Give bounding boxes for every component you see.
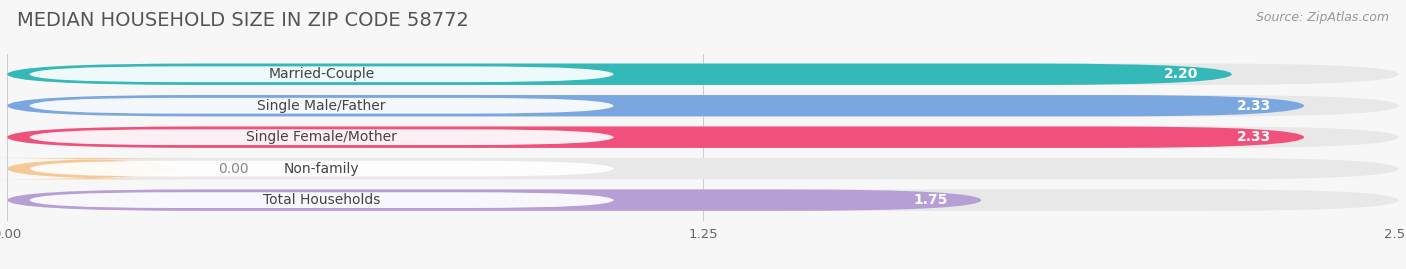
FancyBboxPatch shape <box>7 189 1399 211</box>
Text: Married-Couple: Married-Couple <box>269 67 375 81</box>
FancyBboxPatch shape <box>0 158 202 179</box>
Text: 0.00: 0.00 <box>218 162 249 176</box>
FancyBboxPatch shape <box>30 66 614 82</box>
Text: Single Male/Father: Single Male/Father <box>257 99 385 113</box>
FancyBboxPatch shape <box>30 192 614 208</box>
FancyBboxPatch shape <box>7 126 1399 148</box>
Text: Single Female/Mother: Single Female/Mother <box>246 130 396 144</box>
FancyBboxPatch shape <box>7 63 1232 85</box>
Text: 2.33: 2.33 <box>1237 130 1271 144</box>
Text: Total Households: Total Households <box>263 193 380 207</box>
FancyBboxPatch shape <box>7 158 1399 179</box>
Text: MEDIAN HOUSEHOLD SIZE IN ZIP CODE 58772: MEDIAN HOUSEHOLD SIZE IN ZIP CODE 58772 <box>17 11 468 30</box>
Text: 2.33: 2.33 <box>1237 99 1271 113</box>
Text: 2.20: 2.20 <box>1164 67 1198 81</box>
FancyBboxPatch shape <box>7 95 1399 116</box>
FancyBboxPatch shape <box>30 129 614 145</box>
FancyBboxPatch shape <box>7 126 1305 148</box>
FancyBboxPatch shape <box>30 98 614 114</box>
FancyBboxPatch shape <box>30 161 614 176</box>
Text: 1.75: 1.75 <box>914 193 948 207</box>
FancyBboxPatch shape <box>7 189 981 211</box>
FancyBboxPatch shape <box>7 63 1399 85</box>
Text: Non-family: Non-family <box>284 162 360 176</box>
Text: Source: ZipAtlas.com: Source: ZipAtlas.com <box>1256 11 1389 24</box>
FancyBboxPatch shape <box>7 95 1305 116</box>
